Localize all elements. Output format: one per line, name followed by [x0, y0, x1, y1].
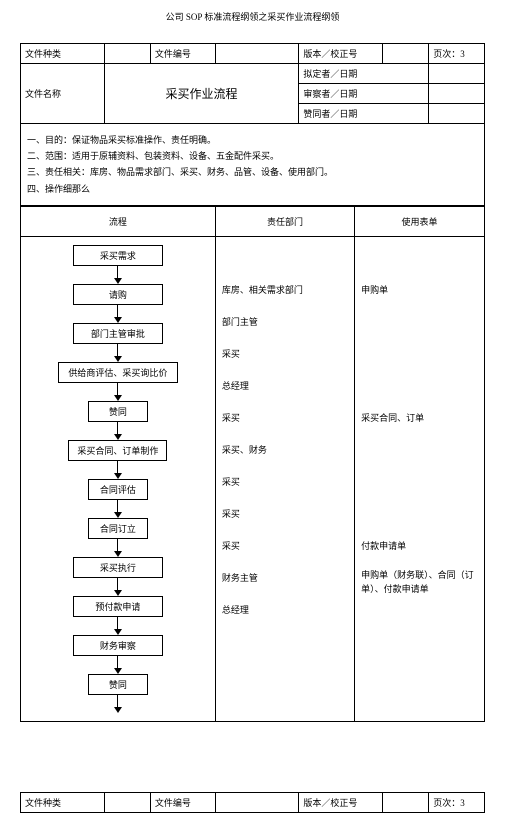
dept-3: 部门主管: [222, 307, 348, 339]
arrow-icon: [114, 500, 122, 518]
arrow-icon: [114, 422, 122, 440]
arrow-icon: [114, 344, 122, 362]
footer-table: 文件种类 文件编号 版本／校正号 页次：3: [20, 792, 485, 813]
main-table: 流程 责任部门 使用表单 采买需求 请购 部门主管审批 供给商评估、采买询比价 …: [20, 206, 485, 722]
description: 一、目的：保证物品采买标准操作、责任明确。 二、范围：适用于原辅资料、包装资料、…: [20, 124, 485, 206]
doc-name-label: 文件名称: [25, 89, 61, 99]
footer-doc-kind: 文件种类: [25, 798, 61, 808]
arrow-icon: [114, 578, 122, 596]
desc-line-2: 二、范围：适用于原辅资料、包装资料、设备、五金配件采买。: [27, 148, 478, 164]
form-6: 采买合同、订单: [361, 403, 478, 435]
dept-4: 采买: [222, 339, 348, 371]
approver-label: 赞同者／日期: [303, 109, 357, 119]
footer-page-value: 3: [460, 798, 465, 808]
dept-6: 采买: [222, 403, 348, 435]
arrow-icon: [114, 539, 122, 557]
dept-5: 总经理: [222, 371, 348, 403]
flow-step-7: 合同评估: [88, 479, 148, 500]
page-label: 页次：: [433, 49, 460, 59]
flow-step-1: 采买需求: [73, 245, 163, 266]
doc-kind-label: 文件种类: [25, 49, 61, 59]
version-label: 版本／校正号: [303, 49, 357, 59]
col-flow: 流程: [109, 217, 127, 227]
footer-page-label: 页次：: [433, 798, 460, 808]
arrow-icon: [114, 383, 122, 401]
drafter-label: 拟定者／日期: [303, 69, 357, 79]
flow-step-10: 预付款申请: [73, 596, 163, 617]
desc-line-4: 四、操作细那么: [27, 181, 478, 197]
flow-step-11: 财务审察: [73, 635, 163, 656]
arrow-icon: [114, 305, 122, 323]
arrow-icon: [114, 617, 122, 635]
dept-10: 采买: [222, 531, 348, 563]
desc-line-1: 一、目的：保证物品采买标准操作、责任明确。: [27, 132, 478, 148]
dept-8: 采买: [222, 467, 348, 499]
flow-step-9: 采买执行: [73, 557, 163, 578]
form-2: 申购单: [361, 275, 478, 307]
dept-12: 总经理: [222, 595, 348, 627]
dept-2: 库房、相关需求部门: [222, 275, 348, 307]
flow-step-6: 采买合同、订单制作: [68, 440, 167, 461]
flow-step-8: 合同订立: [88, 518, 148, 539]
dept-11: 财务主管: [222, 563, 348, 595]
col-form: 使用表单: [402, 217, 438, 227]
flow-step-12: 赞同: [88, 674, 148, 695]
desc-line-3: 三、责任相关：库房、物品需求部门、采买、财务、品管、设备、使用部门。: [27, 164, 478, 180]
arrow-icon: [114, 656, 122, 674]
flow-step-4: 供给商评估、采买询比价: [58, 362, 178, 383]
col-dept: 责任部门: [267, 217, 303, 227]
flow-step-2: 请购: [73, 284, 163, 305]
doc-no-label: 文件编号: [155, 49, 191, 59]
flow-step-5: 赞同: [88, 401, 148, 422]
form-11: 申购单（财务联）、合同（订单）、付款申请单: [361, 563, 478, 603]
arrow-icon: [114, 461, 122, 479]
footer-doc-no: 文件编号: [155, 798, 191, 808]
form-10: 付款申请单: [361, 531, 478, 563]
dept-9: 采买: [222, 499, 348, 531]
doc-name: 采买作业流程: [165, 87, 237, 101]
arrow-icon: [114, 266, 122, 284]
page-value: 3: [460, 49, 465, 59]
flow-step-3: 部门主管审批: [73, 323, 163, 344]
reviewer-label: 审察者／日期: [303, 89, 357, 99]
flowchart: 采买需求 请购 部门主管审批 供给商评估、采买询比价 赞同 采买合同、订单制作 …: [21, 245, 215, 713]
header-table: 文件种类 文件编号 版本／校正号 页次：3 文件名称 采买作业流程 拟定者／日期…: [20, 43, 485, 124]
arrow-icon: [114, 695, 122, 713]
dept-7: 采买、财务: [222, 435, 348, 467]
footer-version: 版本／校正号: [303, 798, 357, 808]
page-title: 公司 SOP 标准流程纲领之采买作业流程纲领: [20, 10, 485, 23]
